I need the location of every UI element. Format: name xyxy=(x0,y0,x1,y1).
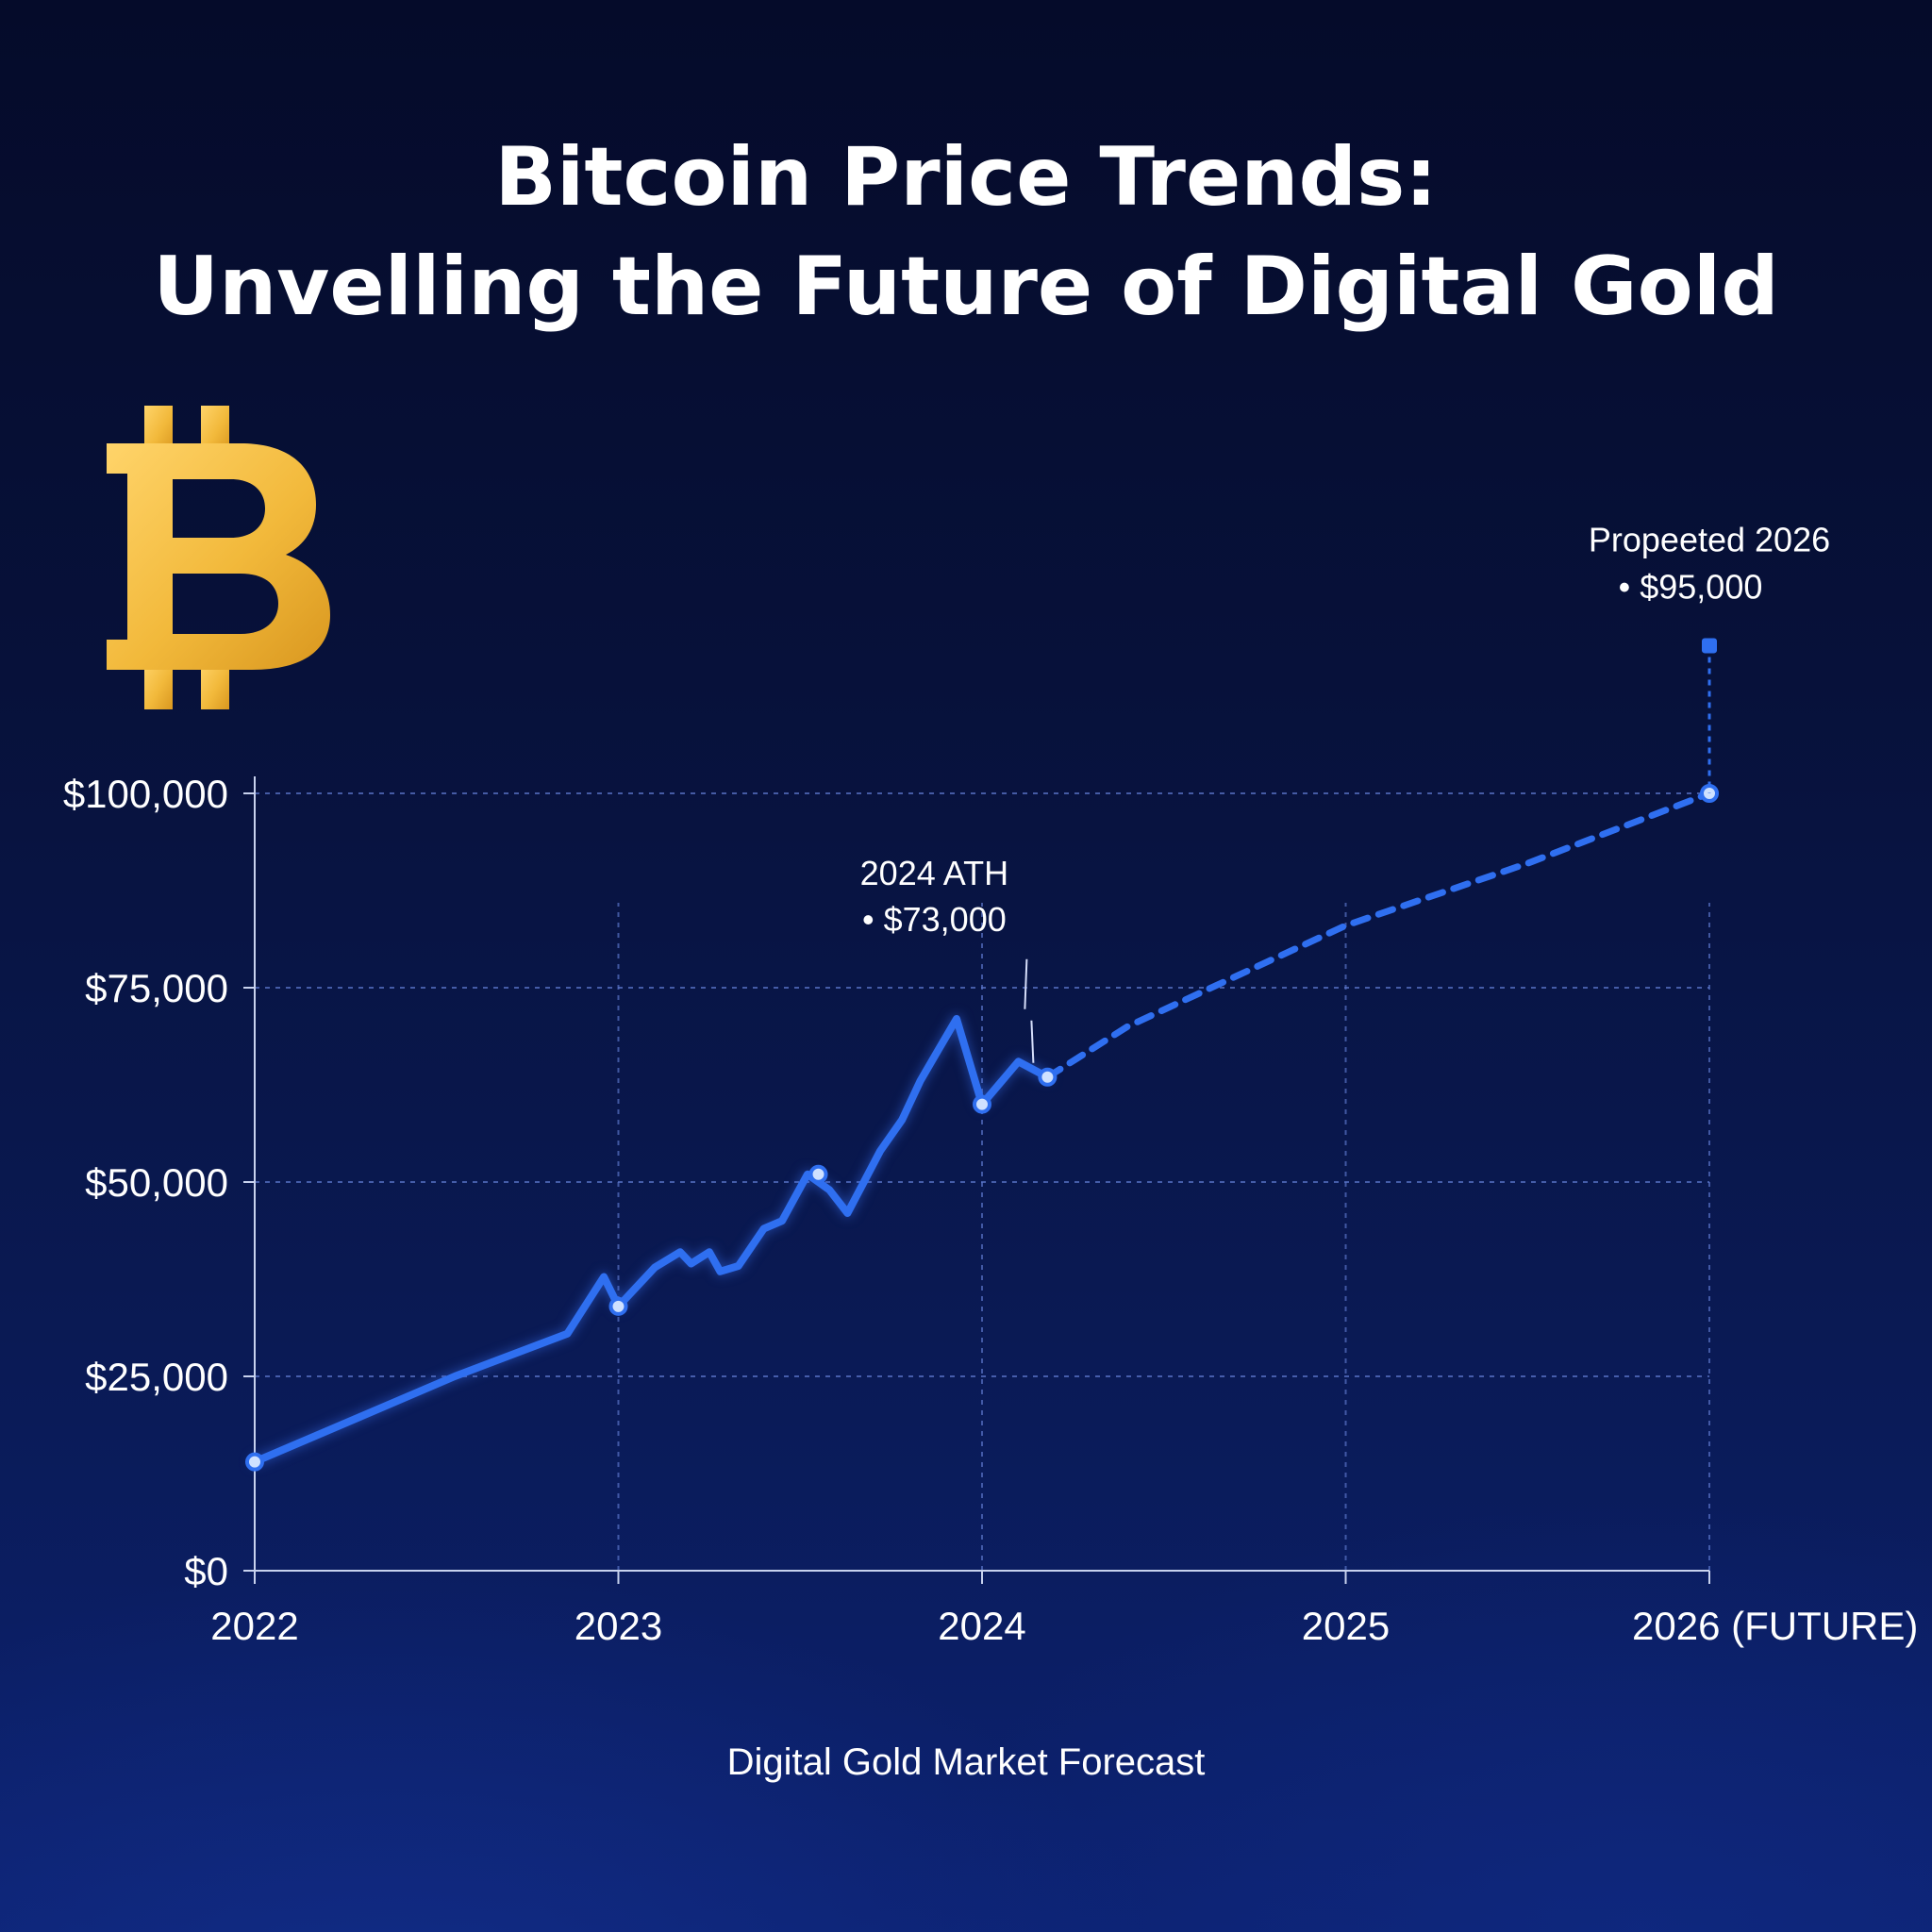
y-tick-label: $25,000 xyxy=(85,1355,228,1399)
projection-annotation-value: • $95,000 xyxy=(1619,567,1763,606)
chart-title: Bitcoin Price Trends: Unvelling the Futu… xyxy=(0,123,1932,341)
data-point-marker xyxy=(1038,1067,1058,1087)
x-tick-label: 2025 xyxy=(1302,1604,1390,1648)
x-tick-label: 2026 (FUTURE) xyxy=(1632,1604,1918,1648)
y-tick-label: $75,000 xyxy=(85,966,228,1010)
projection-line xyxy=(1043,790,1713,1081)
projection-annotation-label: Propeeted 2026 xyxy=(1589,520,1830,558)
data-point-marker xyxy=(608,1296,628,1316)
y-tick-label: $0 xyxy=(184,1549,228,1593)
data-markers xyxy=(245,784,1719,1472)
data-point-marker xyxy=(808,1164,828,1184)
bitcoin-icon xyxy=(107,406,330,709)
chart-title-line-1: Bitcoin Price Trends: xyxy=(494,130,1438,225)
y-tick-labels: $0 $25,000 $50,000 $75,000 $100,000 xyxy=(63,772,255,1593)
grid-lines xyxy=(255,792,1710,1571)
x-tick-label: 2023 xyxy=(575,1604,662,1648)
annotations: 2024 ATH • $73,000 Propeeted 2026 • $95,000 xyxy=(860,520,1830,1063)
x-tick-label: 2024 xyxy=(938,1604,1025,1648)
x-tick-labels: 2022 2023 2024 2025 2026 (FUTURE) xyxy=(210,1571,1918,1648)
ath-annotation-value: • $73,000 xyxy=(862,900,1007,939)
y-tick-label: $50,000 xyxy=(85,1160,228,1205)
chart-title-line-2: Unvelling the Future of Digital Gold xyxy=(153,240,1779,334)
series xyxy=(251,790,1713,1466)
price-line xyxy=(251,1015,1052,1466)
y-tick-label: $100,000 xyxy=(63,772,228,816)
projection-marker xyxy=(1702,638,1717,654)
data-point-marker xyxy=(973,1094,991,1114)
ath-pointer-line xyxy=(1024,958,1035,1063)
ath-annotation-label: 2024 ATH xyxy=(860,854,1008,892)
chart-subtitle: Digital Gold Market Forecast xyxy=(726,1741,1206,1783)
x-tick-label: 2022 xyxy=(210,1604,298,1648)
data-point-marker xyxy=(245,1452,264,1472)
